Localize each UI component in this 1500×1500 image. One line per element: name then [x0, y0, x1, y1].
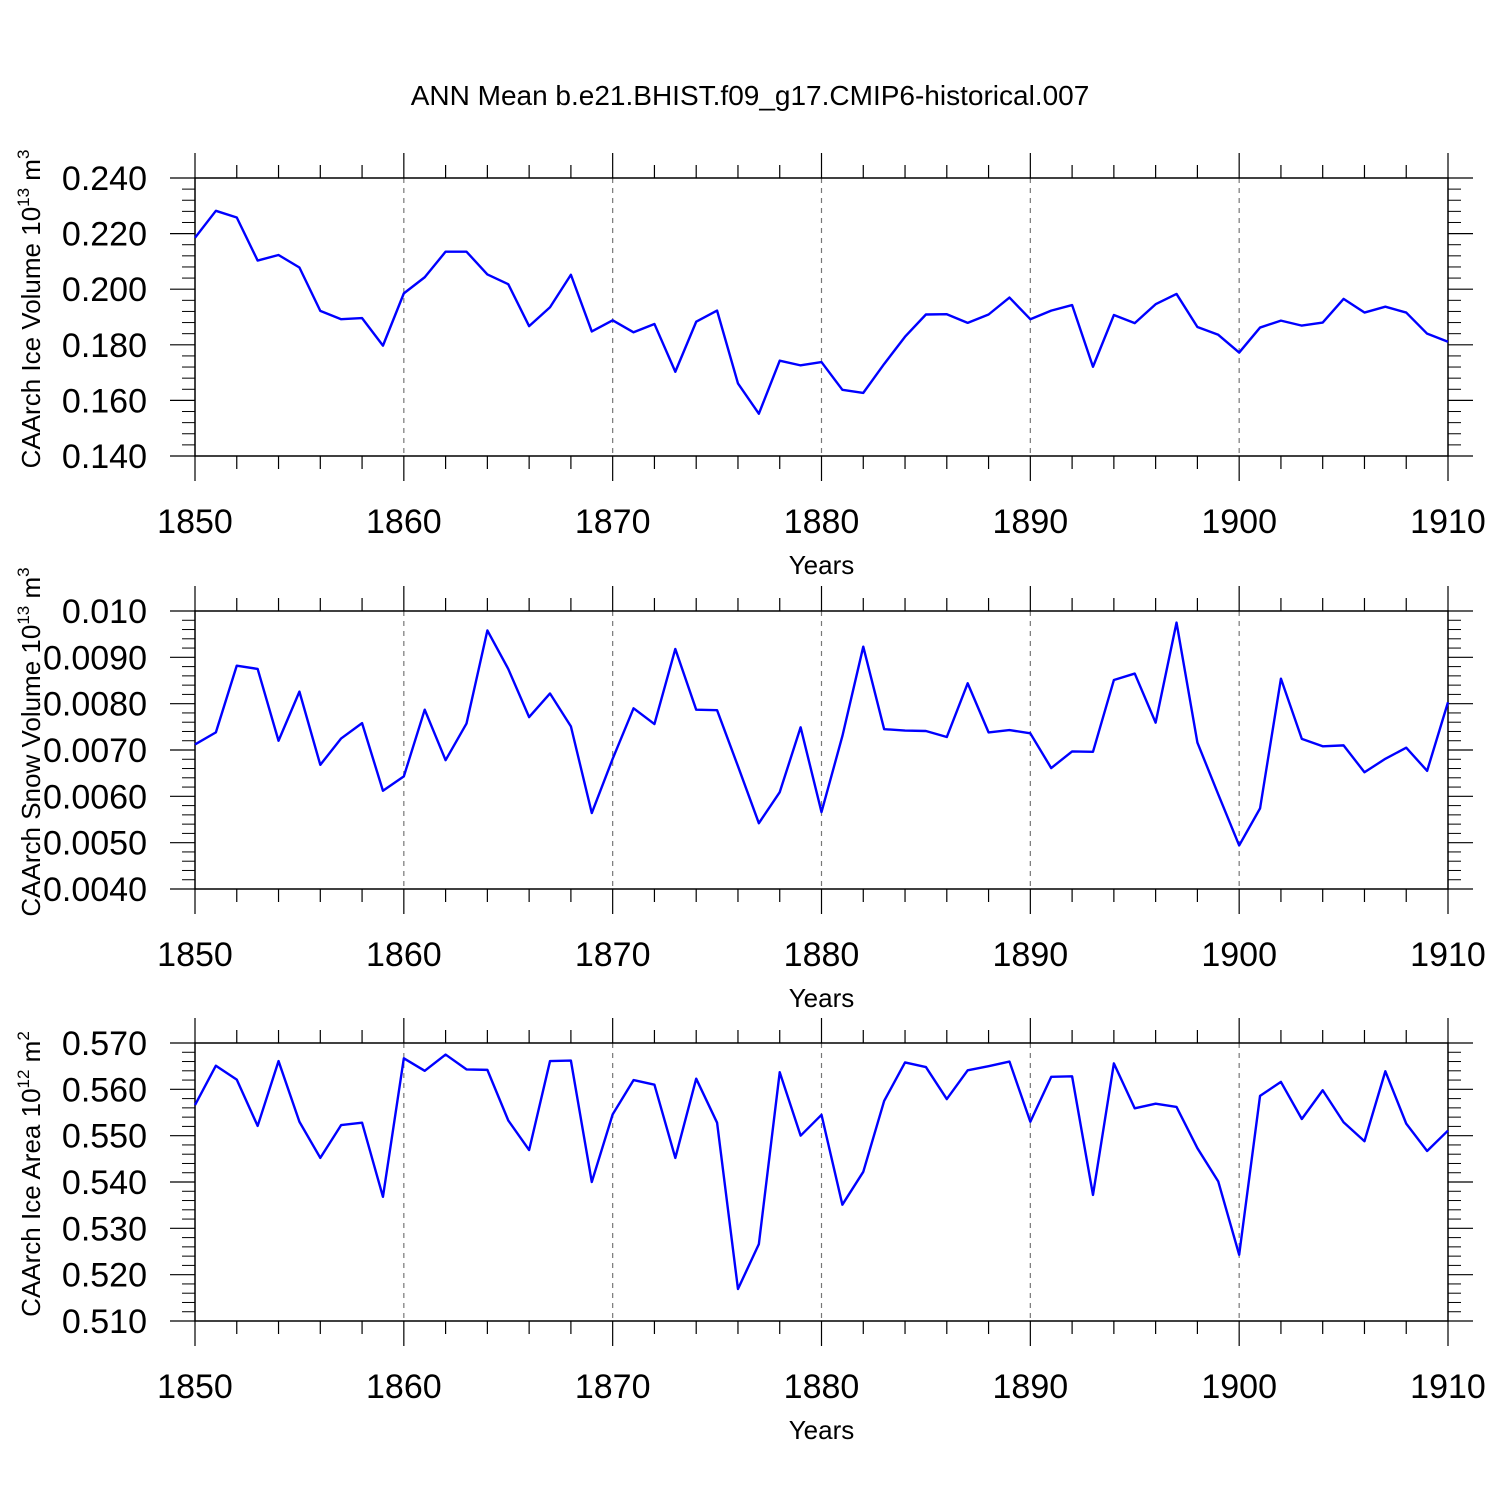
panel-1: 0.140 0.160 0.180 0.200 0.220 0.240 1850 1860 18… [14, 150, 1486, 580]
y-axis-label: CAArch Ice Volume 1013 m3 [14, 150, 46, 469]
x-tick-label: 1880 [784, 503, 860, 541]
x-tick-label: 1890 [993, 936, 1069, 974]
x-tick-label: 1850 [157, 503, 233, 541]
panel-3: 0.510 0.520 0.530 0.540 0.550 0.560 0.570 1850 1… [14, 1018, 1486, 1445]
x-tick-label: 1870 [575, 1368, 651, 1406]
x-tick-label: 1910 [1410, 503, 1486, 541]
y-tick-label: 0.530 [62, 1210, 147, 1248]
y-tick-label: 0.140 [62, 438, 147, 476]
x-tick-label: 1890 [993, 503, 1069, 541]
x-tick-label: 1850 [157, 1368, 233, 1406]
y-tick-label: 0.570 [62, 1025, 147, 1063]
y-tick-label: 0.560 [62, 1071, 147, 1109]
x-tick-label: 1850 [157, 936, 233, 974]
y-tick-label: 0.220 [62, 216, 147, 254]
x-tick-label: 1870 [575, 936, 651, 974]
y-tick-label: 0.010 [62, 593, 147, 631]
x-tick-label: 1900 [1201, 1368, 1277, 1406]
y-tick-label: 0.180 [62, 327, 147, 365]
y-tick-label: 0.0070 [43, 732, 147, 770]
series-line [194, 621, 1450, 847]
y-tick-label: 0.0040 [43, 871, 147, 909]
y-tick-label: 0.0050 [43, 825, 147, 863]
figure-title: ANN Mean b.e21.BHIST.f09_g17.CMIP6-histo… [411, 80, 1090, 111]
y-tick-label: 0.0080 [43, 686, 147, 724]
x-tick-label: 1870 [575, 503, 651, 541]
x-tick-label: 1890 [993, 1368, 1069, 1406]
y-axis-label: CAArch Ice Area 1012 m2 [14, 1031, 46, 1317]
y-tick-label: 0.520 [62, 1257, 147, 1295]
x-tick-label: 1860 [366, 503, 442, 541]
x-axis-label: Years [789, 1415, 855, 1445]
y-axis-label: CAArch Snow Volume 1013 m3 [14, 567, 46, 916]
series-line [194, 209, 1449, 415]
y-tick-label: 0.0060 [43, 778, 147, 816]
y-tick-label: 0.0090 [43, 639, 147, 677]
y-tick-label: 0.540 [62, 1164, 147, 1202]
y-tick-label: 0.160 [62, 382, 147, 420]
series-line [193, 1053, 1449, 1291]
x-tick-label: 1880 [784, 936, 860, 974]
x-tick-label: 1860 [366, 1368, 442, 1406]
y-tick-label: 0.550 [62, 1118, 147, 1156]
x-tick-label: 1880 [784, 1368, 860, 1406]
y-tick-label: 0.510 [62, 1303, 147, 1341]
y-tick-label: 0.200 [62, 271, 147, 309]
panel-2: 0.0040 0.0050 0.0060 0.0070 0.0080 0.0090 0.01… [14, 567, 1486, 1013]
x-tick-label: 1860 [366, 936, 442, 974]
panels-container: 0.140 0.160 0.180 0.200 0.220 0.240 1850 1860 18… [14, 150, 1486, 1445]
x-tick-label: 1900 [1201, 936, 1277, 974]
x-tick-label: 1910 [1410, 936, 1486, 974]
x-tick-label: 1900 [1201, 503, 1277, 541]
x-tick-label: 1910 [1410, 1368, 1486, 1406]
y-tick-label: 0.240 [62, 160, 147, 198]
x-axis-label: Years [789, 550, 855, 580]
x-axis-label: Years [789, 983, 855, 1013]
